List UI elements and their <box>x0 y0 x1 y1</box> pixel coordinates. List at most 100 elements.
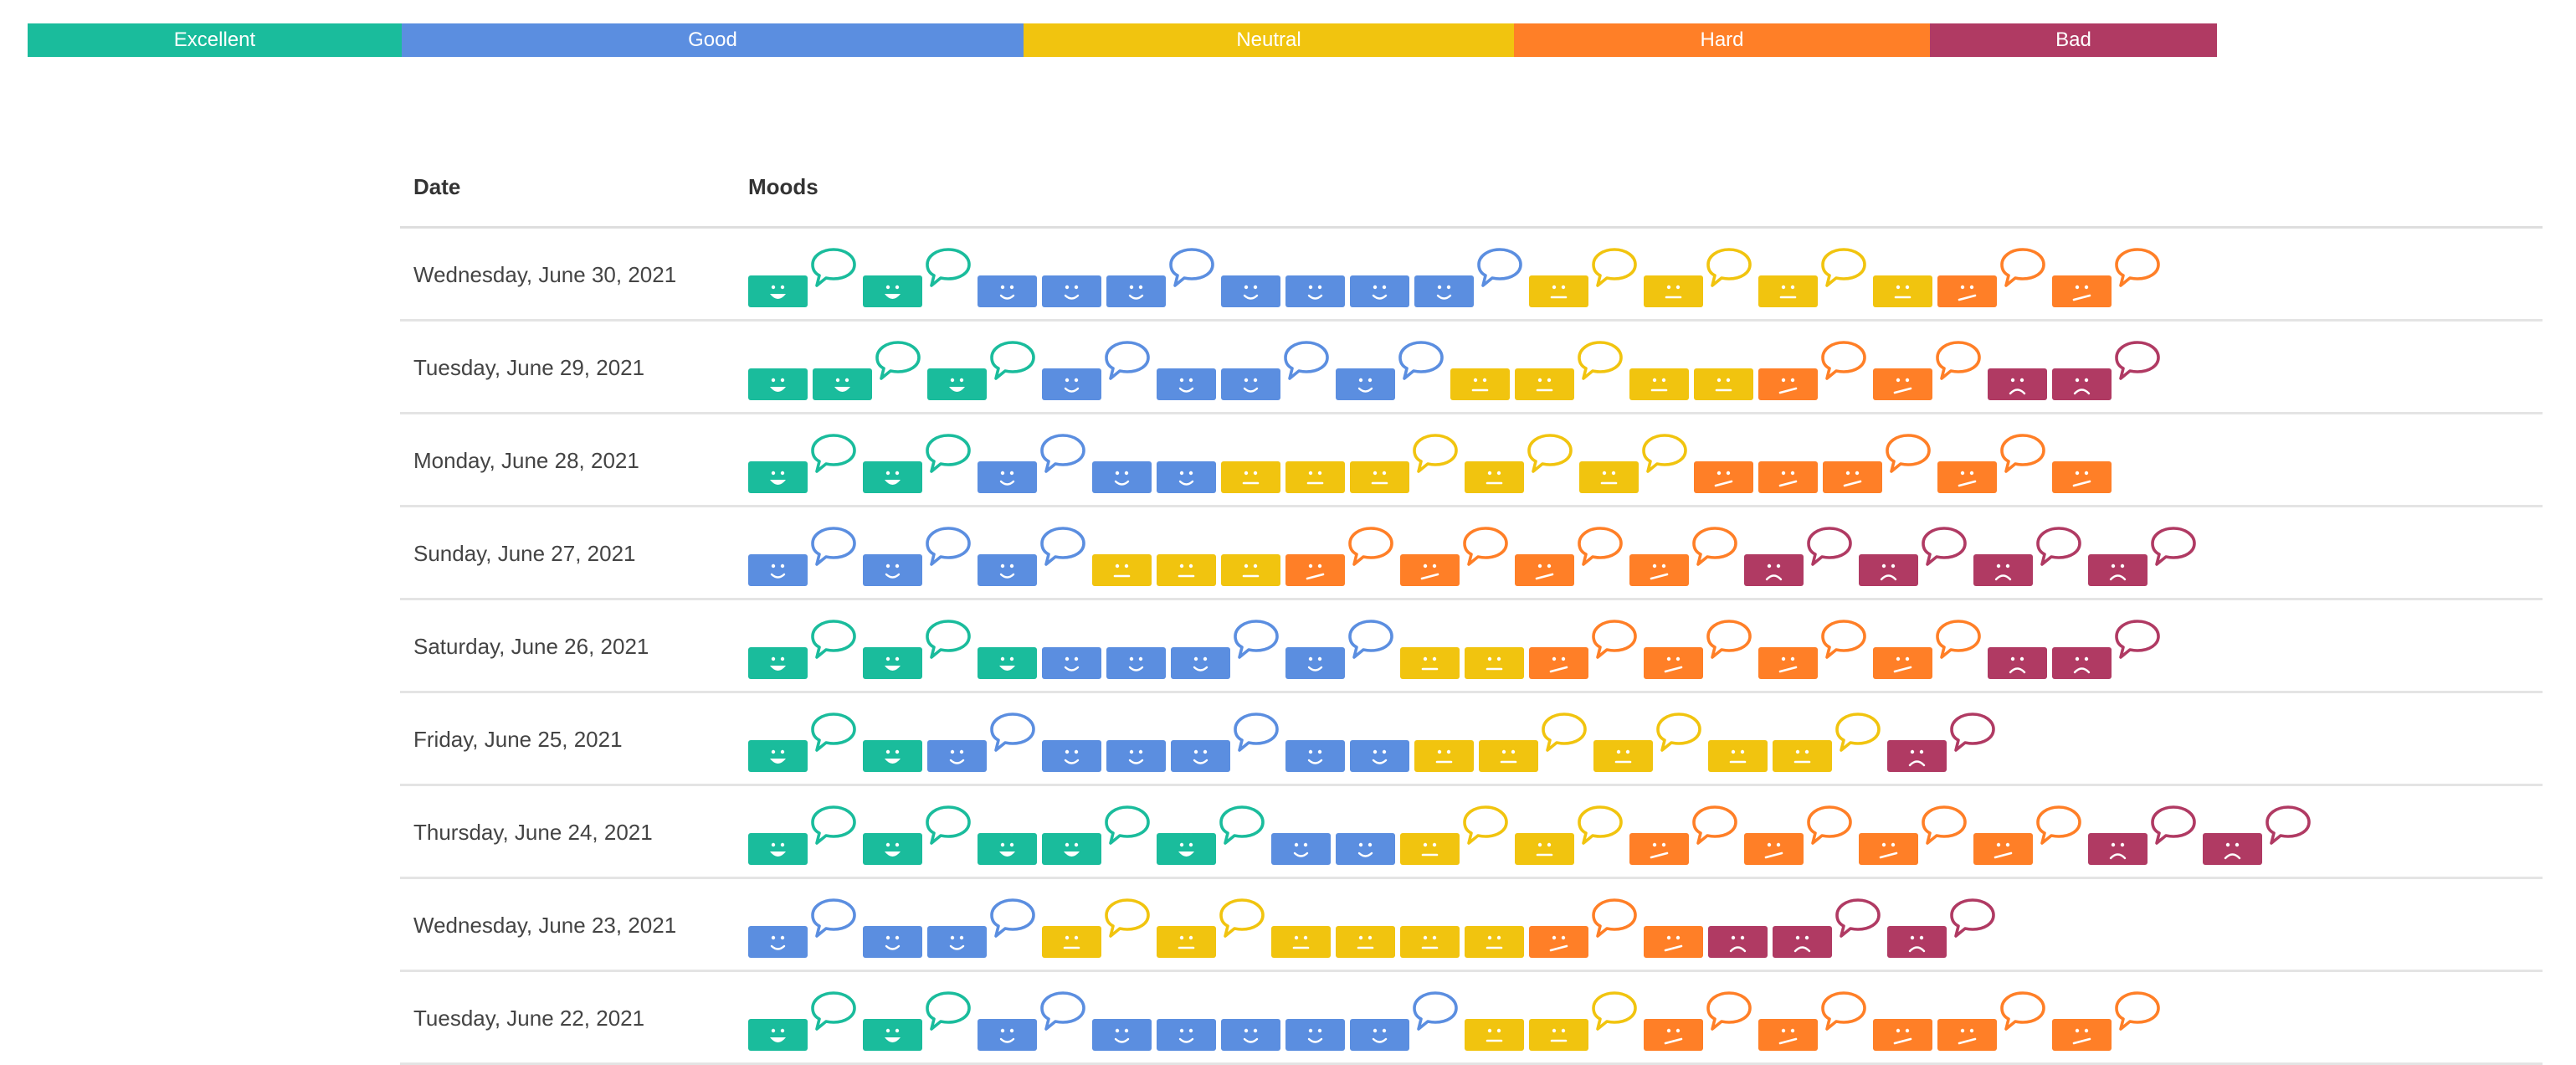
mood-good-icon[interactable] <box>1106 248 1214 307</box>
mood-neutral-icon[interactable] <box>1400 926 1460 958</box>
mood-hard-icon[interactable] <box>1744 805 1852 865</box>
mood-excellent-icon[interactable] <box>748 805 856 865</box>
mood-good-icon[interactable] <box>1171 713 1279 772</box>
mood-excellent-icon[interactable] <box>978 833 1037 865</box>
mood-good-icon[interactable] <box>1285 740 1345 772</box>
note-bubble-icon[interactable] <box>989 340 1036 382</box>
mood-good-icon[interactable] <box>1285 275 1345 307</box>
note-bubble-icon[interactable] <box>1233 712 1280 754</box>
note-bubble-icon[interactable] <box>1347 526 1394 568</box>
note-bubble-icon[interactable] <box>1541 712 1588 754</box>
note-bubble-icon[interactable] <box>1706 990 1752 1032</box>
note-bubble-icon[interactable] <box>1935 619 1982 661</box>
note-bubble-icon[interactable] <box>1591 898 1638 939</box>
mood-good-icon[interactable] <box>1285 620 1393 679</box>
mood-good-icon[interactable] <box>863 527 971 586</box>
note-bubble-icon[interactable] <box>1219 805 1265 846</box>
note-bubble-icon[interactable] <box>1412 990 1459 1032</box>
mood-bad-icon[interactable] <box>1773 898 1881 958</box>
note-bubble-icon[interactable] <box>1283 340 1330 382</box>
note-bubble-icon[interactable] <box>2035 805 2082 846</box>
mood-neutral-icon[interactable] <box>1400 647 1460 679</box>
mood-hard-icon[interactable] <box>1629 527 1737 586</box>
note-bubble-icon[interactable] <box>1921 526 1968 568</box>
mood-neutral-icon[interactable] <box>1350 434 1458 493</box>
mood-neutral-icon[interactable] <box>1593 713 1701 772</box>
mood-neutral-icon[interactable] <box>1221 461 1280 493</box>
note-bubble-icon[interactable] <box>1641 433 1688 475</box>
mood-bad-icon[interactable] <box>1859 527 1967 586</box>
note-bubble-icon[interactable] <box>1591 619 1638 661</box>
note-bubble-icon[interactable] <box>810 712 857 754</box>
note-bubble-icon[interactable] <box>1835 712 1881 754</box>
note-bubble-icon[interactable] <box>1999 247 2046 289</box>
mood-excellent-icon[interactable] <box>1157 805 1265 865</box>
mood-excellent-icon[interactable] <box>863 740 922 772</box>
mood-good-icon[interactable] <box>1350 740 1409 772</box>
note-bubble-icon[interactable] <box>1168 247 1215 289</box>
note-bubble-icon[interactable] <box>1233 619 1280 661</box>
note-bubble-icon[interactable] <box>1921 805 1968 846</box>
note-bubble-icon[interactable] <box>1706 619 1752 661</box>
mood-hard-icon[interactable] <box>1529 898 1637 958</box>
mood-bad-icon[interactable] <box>1988 368 2047 400</box>
mood-good-icon[interactable] <box>1042 275 1101 307</box>
note-bubble-icon[interactable] <box>1949 898 1996 939</box>
note-bubble-icon[interactable] <box>810 247 857 289</box>
mood-neutral-icon[interactable] <box>1694 368 1753 400</box>
note-bubble-icon[interactable] <box>1820 619 1867 661</box>
mood-good-icon[interactable] <box>748 898 856 958</box>
mood-bad-icon[interactable] <box>2052 341 2160 400</box>
note-bubble-icon[interactable] <box>925 619 972 661</box>
note-bubble-icon[interactable] <box>1820 340 1867 382</box>
mood-good-icon[interactable] <box>1106 647 1166 679</box>
note-bubble-icon[interactable] <box>810 990 857 1032</box>
note-bubble-icon[interactable] <box>925 990 972 1032</box>
note-bubble-icon[interactable] <box>925 805 972 846</box>
note-bubble-icon[interactable] <box>1691 805 1738 846</box>
mood-excellent-icon[interactable] <box>748 248 856 307</box>
mood-neutral-icon[interactable] <box>1285 461 1345 493</box>
mood-good-icon[interactable] <box>1221 1019 1280 1051</box>
mood-neutral-icon[interactable] <box>1414 740 1474 772</box>
note-bubble-icon[interactable] <box>1104 805 1151 846</box>
note-bubble-icon[interactable] <box>810 433 857 475</box>
mood-excellent-icon[interactable] <box>863 805 971 865</box>
mood-neutral-icon[interactable] <box>1271 926 1331 958</box>
mood-excellent-icon[interactable] <box>1042 805 1150 865</box>
note-bubble-icon[interactable] <box>1104 340 1151 382</box>
mood-good-icon[interactable] <box>978 275 1037 307</box>
mood-neutral-icon[interactable] <box>1515 805 1623 865</box>
note-bubble-icon[interactable] <box>925 433 972 475</box>
mood-hard-icon[interactable] <box>1285 527 1393 586</box>
mood-good-icon[interactable] <box>927 713 1035 772</box>
mood-good-icon[interactable] <box>1221 341 1329 400</box>
mood-neutral-icon[interactable] <box>1336 926 1395 958</box>
note-bubble-icon[interactable] <box>1577 526 1624 568</box>
note-bubble-icon[interactable] <box>1935 340 1982 382</box>
mood-good-icon[interactable] <box>1271 833 1331 865</box>
note-bubble-icon[interactable] <box>2114 619 2161 661</box>
mood-neutral-icon[interactable] <box>1873 275 1932 307</box>
note-bubble-icon[interactable] <box>1820 247 1867 289</box>
mood-excellent-icon[interactable] <box>927 341 1035 400</box>
mood-good-icon[interactable] <box>1157 461 1216 493</box>
note-bubble-icon[interactable] <box>1577 340 1624 382</box>
mood-bad-icon[interactable] <box>1973 527 2081 586</box>
mood-excellent-icon[interactable] <box>863 248 971 307</box>
note-bubble-icon[interactable] <box>810 898 857 939</box>
mood-excellent-icon[interactable] <box>863 991 971 1051</box>
mood-good-icon[interactable] <box>978 527 1085 586</box>
mood-neutral-icon[interactable] <box>1579 434 1687 493</box>
mood-neutral-icon[interactable] <box>1450 368 1510 400</box>
mood-good-icon[interactable] <box>1157 368 1216 400</box>
note-bubble-icon[interactable] <box>1999 433 2046 475</box>
mood-good-icon[interactable] <box>927 898 1035 958</box>
mood-good-icon[interactable] <box>1042 647 1101 679</box>
mood-excellent-icon[interactable] <box>748 434 856 493</box>
note-bubble-icon[interactable] <box>2150 805 2197 846</box>
mood-bad-icon[interactable] <box>2052 620 2160 679</box>
mood-neutral-icon[interactable] <box>1157 554 1216 586</box>
mood-neutral-icon[interactable] <box>1479 713 1587 772</box>
mood-hard-icon[interactable] <box>1937 248 2045 307</box>
